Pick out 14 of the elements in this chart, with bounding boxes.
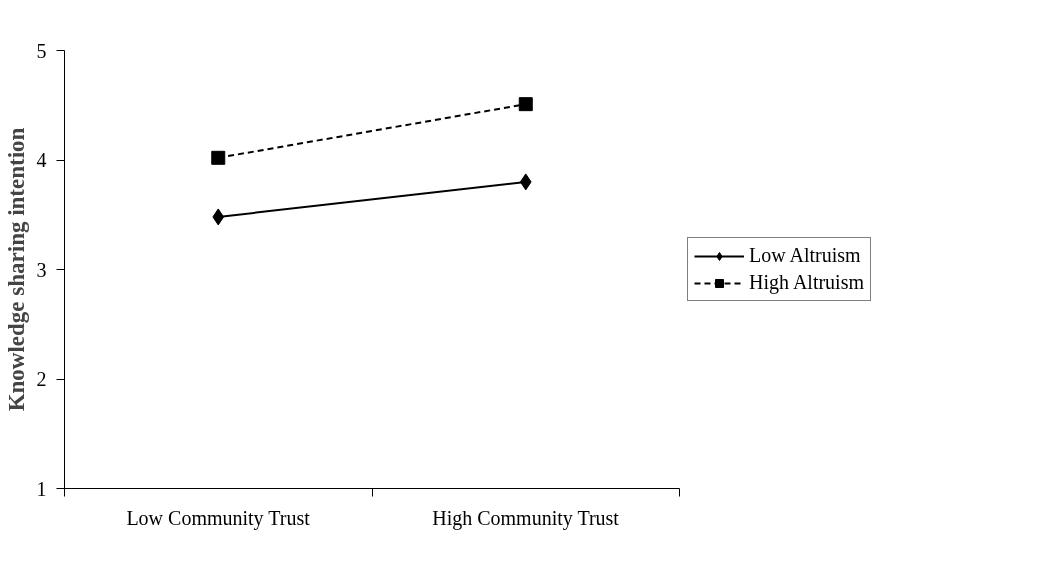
point xyxy=(211,150,226,165)
y-tick-label: 1 xyxy=(36,477,47,500)
y-axis-title: Knowledge sharing intention xyxy=(3,127,29,412)
legend-label: High Altruism xyxy=(749,271,865,294)
y-tick-label: 3 xyxy=(36,258,47,281)
x-tick-label: High Community Trust xyxy=(432,506,620,530)
y-tick-label: 2 xyxy=(36,368,47,390)
y-tick-label: 5 xyxy=(36,39,47,62)
point xyxy=(212,208,225,226)
legend-label: Low Altruism xyxy=(749,244,861,267)
y-tick-label: 4 xyxy=(36,149,47,171)
point xyxy=(519,173,532,191)
x-tick-label: Low Community Trust xyxy=(126,506,311,530)
point xyxy=(518,97,533,112)
